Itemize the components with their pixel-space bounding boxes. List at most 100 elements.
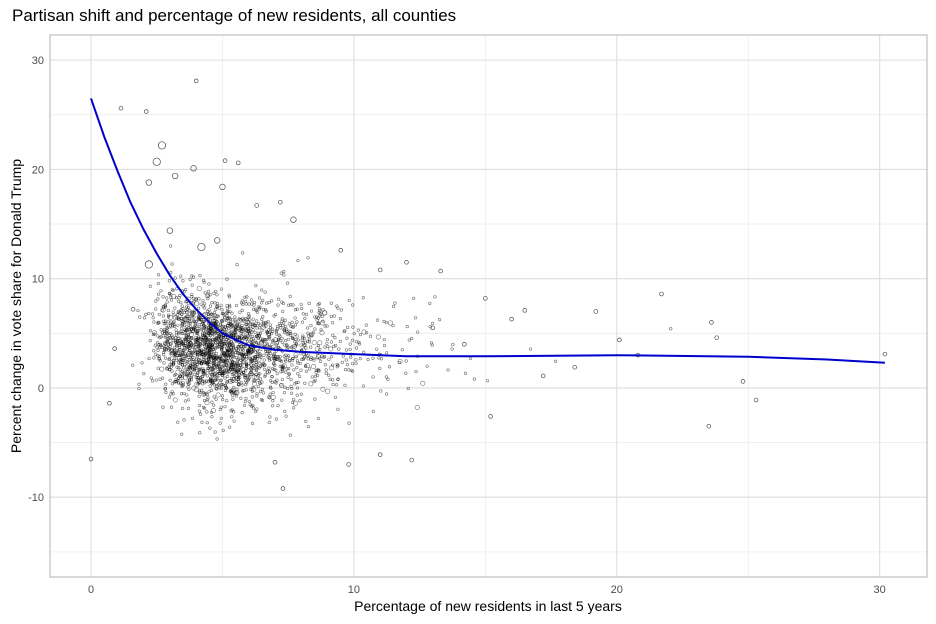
data-point	[313, 378, 317, 383]
data-point	[215, 387, 219, 391]
data-point	[304, 369, 309, 373]
data-point	[223, 339, 227, 344]
data-point	[317, 311, 321, 315]
data-point	[227, 379, 232, 383]
data-point	[212, 395, 216, 399]
data-point	[194, 297, 198, 302]
data-point	[180, 363, 185, 367]
data-point	[220, 394, 225, 398]
data-point	[247, 336, 251, 340]
data-point	[301, 312, 305, 316]
data-point	[260, 387, 265, 391]
data-point	[174, 339, 178, 343]
data-point	[190, 313, 194, 317]
data-point	[224, 385, 228, 389]
data-point	[161, 376, 165, 380]
data-point	[270, 394, 276, 400]
data-point	[231, 397, 235, 401]
data-point	[225, 306, 229, 311]
data-point	[282, 328, 286, 332]
data-point	[157, 141, 167, 150]
data-point	[278, 364, 282, 368]
data-point	[429, 341, 434, 345]
data-point	[248, 357, 252, 361]
data-point	[379, 357, 384, 361]
data-point	[300, 320, 305, 324]
data-point	[350, 369, 355, 373]
data-point	[226, 317, 230, 321]
data-point	[299, 343, 303, 347]
data-point	[213, 329, 217, 333]
data-point	[261, 362, 265, 366]
data-point	[186, 373, 191, 378]
data-point	[228, 305, 232, 309]
data-point	[288, 433, 292, 437]
data-point	[375, 334, 381, 340]
data-point	[228, 320, 233, 324]
data-point	[233, 315, 237, 319]
data-point	[202, 368, 206, 372]
data-point	[252, 379, 256, 383]
data-point	[144, 312, 148, 316]
data-point	[215, 365, 219, 370]
data-point	[335, 304, 339, 308]
data-point	[168, 363, 172, 367]
data-point	[160, 331, 164, 335]
data-point	[282, 390, 287, 395]
data-point	[243, 399, 247, 404]
data-point	[187, 378, 192, 382]
data-point	[195, 331, 199, 336]
data-point	[219, 386, 223, 391]
data-point	[217, 306, 221, 310]
data-point	[314, 368, 318, 373]
data-point	[207, 365, 212, 369]
data-point	[214, 237, 221, 244]
data-point	[205, 374, 210, 378]
data-point	[215, 293, 219, 297]
data-point	[196, 286, 202, 292]
data-point	[232, 331, 236, 335]
data-point	[275, 355, 279, 359]
data-point	[194, 342, 198, 346]
data-point	[130, 307, 136, 312]
data-point	[194, 335, 198, 340]
data-point	[334, 383, 339, 387]
data-point	[218, 367, 222, 371]
data-point	[182, 366, 186, 370]
data-point	[202, 371, 206, 376]
data-point	[201, 360, 205, 364]
data-point	[151, 330, 157, 336]
y-tick-label: -10	[28, 492, 44, 504]
data-point	[303, 340, 307, 345]
data-point	[331, 363, 335, 367]
data-point	[240, 359, 246, 365]
data-point	[315, 356, 319, 360]
data-point	[183, 346, 187, 350]
data-point	[271, 404, 275, 408]
data-point	[213, 301, 217, 305]
data-point	[177, 365, 181, 370]
x-tick-label: 10	[348, 584, 360, 596]
data-point	[669, 327, 673, 331]
data-point	[259, 355, 263, 359]
data-point	[303, 316, 307, 320]
data-point	[195, 324, 199, 328]
data-point	[164, 382, 168, 386]
data-point	[241, 332, 245, 336]
data-point	[170, 288, 174, 292]
data-point	[186, 367, 190, 371]
data-point	[171, 362, 176, 366]
data-point	[202, 379, 206, 383]
data-point	[318, 356, 322, 360]
data-point	[162, 328, 167, 332]
data-point	[145, 179, 152, 186]
data-point	[289, 391, 294, 395]
data-point	[336, 378, 340, 382]
data-point	[230, 372, 235, 376]
data-point	[304, 346, 308, 350]
data-point	[208, 338, 212, 342]
data-point	[206, 340, 210, 344]
data-point	[283, 343, 287, 347]
data-point	[174, 358, 179, 362]
data-point	[238, 363, 243, 368]
